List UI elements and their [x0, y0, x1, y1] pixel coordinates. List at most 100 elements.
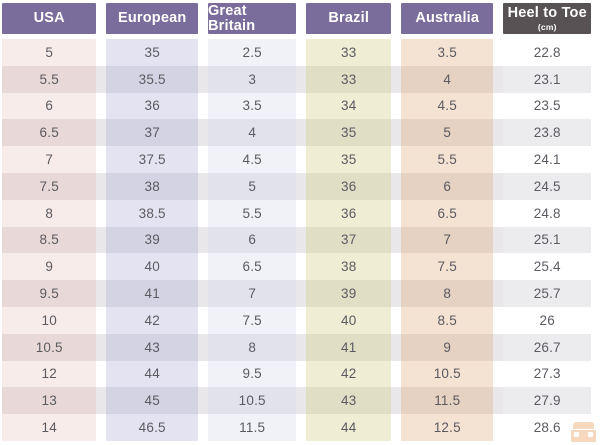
table-cell: 3: [207, 65, 297, 93]
table-cell: 23.1: [503, 65, 591, 93]
table-row: 9.5 41 7 39 8 25.7: [2, 280, 591, 307]
table-cell: 5.5: [207, 199, 297, 227]
column-header-usa: USA: [2, 3, 97, 34]
table-cell: 13: [2, 387, 97, 415]
table-row: 8.5 39 6 37 7 25.1: [2, 226, 591, 254]
table-cell: 23.5: [503, 92, 591, 120]
table-cell: 37: [306, 226, 391, 254]
table-cell: 7: [2, 146, 97, 173]
table-cell: 8: [207, 333, 297, 361]
table-cell: 8.5: [401, 306, 494, 334]
table-cell: 38.5: [106, 199, 198, 227]
table-cell: 35: [306, 119, 391, 147]
column-header-usa-label: USA: [33, 10, 65, 27]
table-cell: 3.5: [207, 92, 297, 120]
table-cell: 22.8: [503, 39, 591, 66]
logo-roof-shape: [573, 422, 594, 429]
table-cell: 6.5: [207, 253, 297, 281]
column-header-great-britain: Great Britain: [207, 3, 297, 34]
table-row: 8 38.5 5.5 36 6.5 24.8: [2, 199, 591, 227]
table-cell: 44: [106, 360, 198, 388]
table-cell: 9.5: [207, 360, 297, 388]
table-cell: 11.5: [401, 387, 494, 415]
table-row: 12 44 9.5 42 10.5 27.3: [2, 360, 591, 388]
table-cell: 4: [401, 65, 494, 93]
table-cell: 27.3: [503, 360, 591, 388]
table-cell: 9: [2, 253, 97, 281]
table-cell: 42: [306, 360, 391, 388]
column-header-european-label: European: [117, 10, 187, 27]
table-cell: 7: [401, 226, 494, 254]
table-cell: 41: [106, 280, 198, 307]
logo-body-shape: [571, 430, 596, 442]
table-cell: 6.5: [401, 199, 494, 227]
column-header-australia-label: Australia: [415, 10, 480, 27]
table-cell: 43: [306, 387, 391, 415]
table-cell: 25.7: [503, 280, 591, 307]
table-row: 5 35 2.5 33 3.5 22.8: [2, 39, 591, 66]
table-cell: 43: [106, 333, 198, 361]
table-cell: 26.7: [503, 333, 591, 361]
table-row: 6 36 3.5 34 4.5 23.5: [2, 92, 591, 120]
table-cell: 12.5: [401, 414, 494, 441]
table-cell: 38: [106, 172, 198, 200]
table-cell: 35: [106, 39, 198, 66]
table-cell: 44: [306, 414, 391, 441]
table-cell: 36: [106, 92, 198, 120]
table-cell: 10: [2, 306, 97, 334]
table-cell: 5: [401, 119, 494, 147]
table-cell: 46.5: [106, 414, 198, 441]
table-cell: 10.5: [401, 360, 494, 388]
table-cell: 11.5: [207, 414, 297, 441]
table-cell: 42: [106, 306, 198, 334]
table-cell: 6: [2, 92, 97, 120]
table-cell: 8: [2, 199, 97, 227]
column-header-heel-to-toe-unit: (cm): [537, 21, 557, 32]
table-header-row: USA European Great Britain Brazil Austra…: [2, 3, 591, 34]
table-cell: 24.8: [503, 199, 591, 227]
table-cell: 14: [2, 414, 97, 441]
table-cell: 7.5: [401, 253, 494, 281]
table-cell: 41: [306, 333, 391, 361]
table-cell: 33: [306, 65, 391, 93]
table-cell: 5.5: [401, 146, 494, 173]
table-row: 9 40 6.5 38 7.5 25.4: [2, 253, 591, 281]
table-cell: 25.1: [503, 226, 591, 254]
table-cell: 5.5: [2, 65, 97, 93]
table-cell: 9: [401, 333, 494, 361]
table-cell: 35.5: [106, 65, 198, 93]
table-row: 7.5 38 5 36 6 24.5: [2, 172, 591, 200]
table-cell: 39: [106, 226, 198, 254]
table-cell: 2.5: [207, 39, 297, 66]
table-cell: 7: [207, 280, 297, 307]
table-cell: 4.5: [401, 92, 494, 120]
column-header-heel-to-toe-label: Heel to Toe: [507, 5, 587, 21]
logo-window-shape: [574, 432, 579, 437]
table-cell: 10.5: [207, 387, 297, 415]
column-header-great-britain-label: Great Britain: [207, 3, 256, 34]
table-cell: 9.5: [2, 280, 97, 307]
table-cell: 7.5: [2, 172, 97, 200]
table-cell: 6: [401, 172, 494, 200]
table-cell: 40: [106, 253, 198, 281]
table-cell: 12: [2, 360, 97, 388]
table-cell: 5: [207, 172, 297, 200]
table-row: 7 37.5 4.5 35 5.5 24.1: [2, 146, 591, 173]
table-cell: 36: [306, 172, 391, 200]
table-cell: 37: [106, 119, 198, 147]
column-header-european: European: [106, 3, 198, 34]
table-cell: 45: [106, 387, 198, 415]
table-row: 10 42 7.5 40 8.5 26: [2, 306, 591, 334]
table-row: 14 46.5 11.5 44 12.5 28.6: [2, 414, 591, 441]
logo-watermark: [571, 422, 596, 442]
table-cell: 5: [2, 39, 97, 66]
table-cell: 38: [306, 253, 391, 281]
column-header-brazil-label: Brazil: [328, 10, 370, 27]
table-cell: 24.1: [503, 146, 591, 173]
column-header-brazil: Brazil: [306, 3, 391, 34]
logo-window-shape: [588, 432, 593, 437]
table-cell: 26: [503, 306, 591, 334]
table-cell: 35: [306, 146, 391, 173]
